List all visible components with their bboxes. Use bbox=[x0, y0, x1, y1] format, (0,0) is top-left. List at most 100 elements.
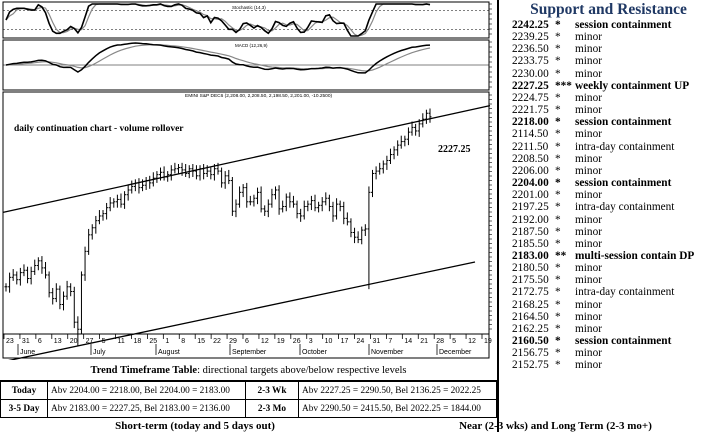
sr-level-price: 2227.25 bbox=[512, 79, 549, 92]
sr-level-row: 2183.00 ** multi-session contain DP bbox=[512, 250, 694, 262]
sr-level-stars: * bbox=[555, 55, 561, 68]
sr-level-row: 2201.00 * minor bbox=[512, 189, 694, 201]
sr-level-row: 2233.75 * minor bbox=[512, 55, 694, 67]
date-tick-label: 1 bbox=[165, 338, 169, 345]
sr-level-note: minor bbox=[575, 189, 602, 202]
sr-level-row: 2221.75 * minor bbox=[512, 104, 694, 116]
stochastic-label: Stochastic (14,3) bbox=[232, 5, 266, 10]
date-tick-label: 14 bbox=[404, 338, 412, 345]
sr-level-note: weekly containment UP bbox=[574, 79, 690, 92]
sr-level-price: 2187.50 bbox=[512, 225, 549, 238]
sr-level-price: 2201.00 bbox=[512, 189, 549, 202]
sr-level-row: 2164.50 * minor bbox=[512, 311, 694, 323]
date-tick-label: 25 bbox=[149, 338, 157, 345]
sr-level-note: minor bbox=[575, 67, 602, 80]
date-tick-label: 7 bbox=[388, 338, 392, 345]
resistance-trendline bbox=[2, 104, 491, 214]
sr-level-price: 2114.50 bbox=[512, 128, 549, 141]
trend-table: Today Abv 2204.00 = 2218.00, Bel 2204.00… bbox=[0, 381, 497, 418]
month-label: November bbox=[371, 349, 404, 356]
sr-level-note: minor bbox=[575, 274, 602, 287]
sr-level-price: 2156.75 bbox=[512, 347, 549, 360]
sr-level-stars: * bbox=[555, 359, 561, 372]
sr-level-price: 2192.00 bbox=[512, 213, 549, 226]
sr-level-stars: * bbox=[555, 43, 561, 56]
sr-level-stars: * bbox=[555, 19, 561, 31]
date-tick-label: 13 bbox=[54, 338, 62, 345]
sr-level-stars: * bbox=[555, 237, 561, 250]
sr-level-stars: * bbox=[555, 347, 561, 360]
sr-level-stars: * bbox=[555, 104, 561, 117]
row-target2: Abv 2290.50 = 2415.50, Bel 2022.25 = 184… bbox=[298, 399, 497, 418]
date-tick-label: 18 bbox=[133, 338, 141, 345]
sr-level-row: 2156.75 * minor bbox=[512, 347, 694, 359]
date-tick-label: 20 bbox=[70, 338, 78, 345]
sr-level-row: 2242.25 * session containment bbox=[512, 19, 694, 31]
sr-level-stars: * bbox=[555, 189, 561, 202]
sr-level-price: 2183.00 bbox=[512, 249, 549, 262]
sr-level-note: session containment bbox=[575, 116, 672, 129]
row-label: 3-5 Day bbox=[0, 399, 48, 418]
sr-level-row: 2180.50 * minor bbox=[512, 262, 694, 274]
sr-level-note: minor bbox=[575, 43, 602, 56]
sr-level-row: 2192.00 * minor bbox=[512, 214, 694, 226]
sr-level-stars: ** bbox=[555, 249, 567, 262]
sr-level-price: 2211.50 bbox=[512, 140, 549, 153]
month-label: October bbox=[302, 349, 328, 356]
sr-level-stars: * bbox=[555, 335, 561, 348]
sr-level-row: 2218.00 * session containment bbox=[512, 116, 694, 128]
sr-level-stars: * bbox=[555, 225, 561, 238]
table-row: Today Abv 2204.00 = 2218.00, Bel 2204.00… bbox=[0, 381, 497, 400]
sr-level-note: session containment bbox=[575, 335, 672, 348]
date-tick-label: 11 bbox=[118, 338, 125, 345]
sr-level-note: minor bbox=[575, 262, 602, 275]
sr-level-row: 2208.50 * minor bbox=[512, 153, 694, 165]
month-label: July bbox=[93, 349, 106, 356]
sr-level-row: 2227.25 *** weekly containment UP bbox=[512, 80, 694, 92]
sr-level-note: intra-day containment bbox=[575, 140, 675, 153]
sr-level-note: multi-session contain DP bbox=[575, 249, 695, 262]
date-tick-label: 5 bbox=[452, 338, 456, 345]
sr-level-price: 2218.00 bbox=[512, 116, 549, 129]
date-tick-label: 22 bbox=[213, 338, 221, 345]
sr-level-price: 2221.75 bbox=[512, 104, 549, 117]
date-tick-label: 6 bbox=[38, 338, 42, 345]
sr-level-row: 2185.50 * minor bbox=[512, 238, 694, 250]
sr-level-stars: * bbox=[555, 310, 561, 323]
sr-level-note: minor bbox=[575, 225, 602, 238]
sr-level-row: 2230.00 * minor bbox=[512, 68, 694, 80]
sr-level-note: intra-day containment bbox=[575, 201, 675, 214]
sr-level-row: 2187.50 * minor bbox=[512, 226, 694, 238]
sr-level-price: 2242.25 bbox=[512, 19, 549, 31]
sr-level-stars: * bbox=[555, 177, 561, 190]
date-tick-label: 28 bbox=[436, 338, 444, 345]
date-tick-label: 21 bbox=[420, 338, 428, 345]
sr-level-note: intra-day containment bbox=[575, 286, 675, 299]
trend-timeframe-table-section: Trend Timeframe Table: directional targe… bbox=[0, 362, 497, 418]
price-chart-panel: Stochastic (14,3) MACD (12,26,9) EMINI S&P… bbox=[2, 1, 492, 360]
sr-level-price: 2236.50 bbox=[512, 43, 549, 56]
date-tick-label: 12 bbox=[468, 338, 476, 345]
sr-level-row: 2168.25 * minor bbox=[512, 299, 694, 311]
row-target2: Abv 2227.25 = 2290.50, Bel 2136.25 = 202… bbox=[298, 381, 497, 400]
sr-level-price: 2208.50 bbox=[512, 152, 549, 165]
near-long-term-heading: Near (2-3 wks) and Long Term (2-3 mo+) bbox=[459, 420, 652, 432]
chart-title: EMINI S&P DEC6 (2,208.00, 2,208.50, 2,19… bbox=[185, 93, 333, 99]
sr-level-price: 2197.25 bbox=[512, 201, 549, 214]
sr-level-row: 2114.50 * minor bbox=[512, 128, 694, 140]
month-label: December bbox=[439, 349, 472, 356]
sr-level-price: 2185.50 bbox=[512, 237, 549, 250]
sr-level-note: session containment bbox=[575, 177, 672, 190]
short-term-heading: Short-term (today and 5 days out) bbox=[115, 420, 275, 432]
sr-level-row: 2206.00 * minor bbox=[512, 165, 694, 177]
sr-level-note: session containment bbox=[575, 19, 672, 31]
sr-level-row: 2172.75 * intra-day containment bbox=[512, 286, 694, 298]
sr-level-note: minor bbox=[575, 298, 602, 311]
macd-line bbox=[5, 42, 431, 74]
sr-level-note: minor bbox=[575, 237, 602, 250]
sr-level-price: 2206.00 bbox=[512, 164, 549, 177]
date-tick-label: 5 bbox=[102, 338, 106, 345]
row-period: 2-3 Mo bbox=[245, 399, 299, 418]
support-resistance-panel: Support and Resistance 2242.25 * session c… bbox=[506, 0, 711, 432]
sr-level-note: minor bbox=[575, 347, 602, 360]
